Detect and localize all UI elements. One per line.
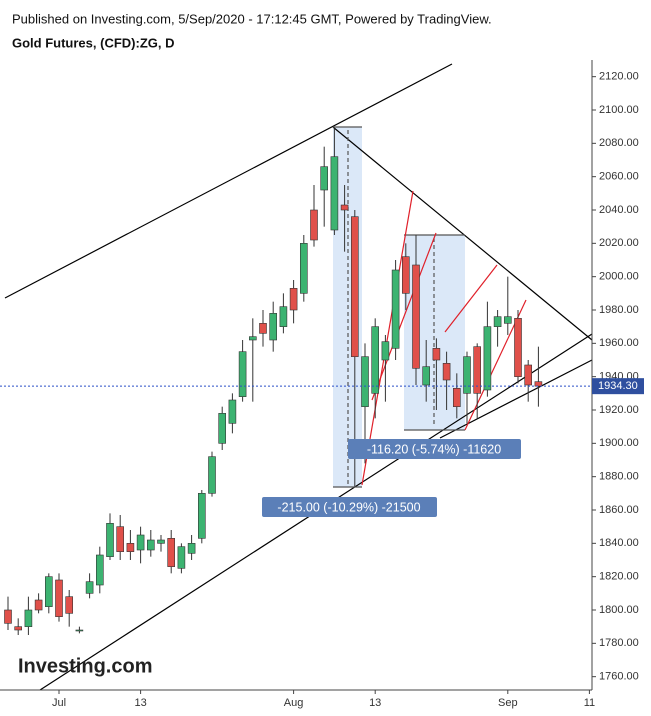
candle-body (75, 629, 84, 632)
candle-body (330, 156, 339, 231)
y-tick-label: 1820.00 (599, 571, 639, 583)
logo: Investing.com (18, 655, 152, 677)
y-tick-label: 1880.00 (599, 471, 639, 483)
candle-body (432, 348, 441, 361)
annotation-text: -116.20 (-5.74%) -11620 (367, 442, 501, 456)
y-tick-label: 2000.00 (599, 271, 639, 283)
x-tick-label: 13 (369, 697, 381, 709)
candle-body (279, 306, 288, 327)
candle-body (147, 539, 155, 551)
candle-body (401, 256, 410, 294)
candle-body (187, 543, 196, 554)
last-price-box (592, 378, 644, 395)
annotation-text: -215.00 (-10.29%) -21500 (277, 500, 420, 514)
candle-body (361, 356, 369, 407)
candle-body (493, 316, 502, 327)
candle-body (136, 534, 145, 551)
candle-body (126, 543, 135, 552)
candle-body (310, 209, 318, 241)
candle-body (96, 554, 104, 586)
trendline (439, 359, 593, 439)
candle-body (238, 351, 247, 397)
candle-body (249, 336, 257, 341)
candle-body (422, 366, 431, 386)
candle-body (340, 204, 349, 211)
candle-body (218, 413, 226, 444)
candle-body (412, 264, 420, 369)
candle-body (4, 609, 12, 624)
candle-body (289, 288, 298, 311)
trendlines (4, 63, 593, 691)
candle-body (503, 316, 512, 324)
candle-body (208, 456, 216, 494)
y-tick-label: 2100.00 (599, 104, 639, 116)
candle-body (157, 539, 165, 544)
candle-body (350, 216, 359, 357)
y-tick-label: 2080.00 (599, 137, 639, 149)
trendline (444, 264, 498, 333)
candle-body (320, 166, 329, 191)
candle-body (177, 546, 186, 569)
candle-body (381, 341, 390, 361)
candle-body (116, 526, 124, 552)
last-price-label: 1934.30 (598, 380, 638, 392)
candle-body (442, 363, 451, 381)
y-tick-label: 1860.00 (599, 504, 639, 516)
candle-body (55, 579, 63, 617)
candle-body (534, 381, 543, 387)
trendline (4, 63, 453, 299)
candle-body (269, 313, 278, 341)
candle-body (473, 346, 482, 394)
y-tick-label: 1800.00 (599, 604, 639, 616)
annotation-box (262, 497, 437, 517)
candle-body (524, 364, 533, 386)
candle-body (65, 596, 73, 614)
candle-body (483, 326, 492, 391)
x-tick-label: Aug (284, 697, 304, 709)
x-tick-label: 13 (134, 697, 146, 709)
chart-title: Gold Futures, (CFD):ZG, D (12, 35, 174, 50)
trendline (332, 126, 593, 341)
candle-body (463, 356, 471, 394)
candle-body (44, 576, 53, 607)
y-tick-label: 1900.00 (599, 437, 639, 449)
candle-body (198, 493, 206, 539)
candle-body (228, 399, 237, 424)
candle-body (24, 609, 33, 627)
candle-body (452, 388, 461, 407)
y-tick-label: 1960.00 (599, 337, 639, 349)
annotation-box (348, 439, 521, 459)
candle-body (371, 326, 380, 394)
x-tick-label: Jul (52, 697, 66, 709)
x-tick-label: Sep (498, 697, 518, 709)
trendline (371, 232, 437, 401)
y-tick-label: 1760.00 (599, 671, 639, 683)
x-tick-label: 11 (584, 697, 595, 709)
candle-body (167, 538, 175, 567)
annotation: -215.00 (-10.29%) -21500 -116.20 (-5.74%… (262, 439, 521, 517)
y-tick-label: 1780.00 (599, 637, 639, 649)
y-tick-label: 2040.00 (599, 204, 639, 216)
y-tick-label: 2020.00 (599, 237, 639, 249)
candle-body (514, 318, 522, 377)
candle-body (259, 323, 267, 334)
published-note: Published on Investing.com, 5/Sep/2020 -… (12, 11, 492, 26)
y-tick-label: 2060.00 (599, 171, 639, 183)
y-tick-label: 1980.00 (599, 304, 639, 316)
candle-body (106, 523, 114, 557)
candle-body (85, 581, 94, 594)
y-tick-label: 1840.00 (599, 537, 639, 549)
y-tick-label: 1920.00 (599, 404, 639, 416)
y-tick-label: 2120.00 (599, 71, 639, 83)
candle-body (14, 626, 22, 631)
trendline (361, 190, 414, 486)
candle-body (34, 599, 43, 611)
plot-area (4, 63, 593, 691)
candle-body (299, 243, 308, 294)
candle-body (391, 269, 400, 349)
